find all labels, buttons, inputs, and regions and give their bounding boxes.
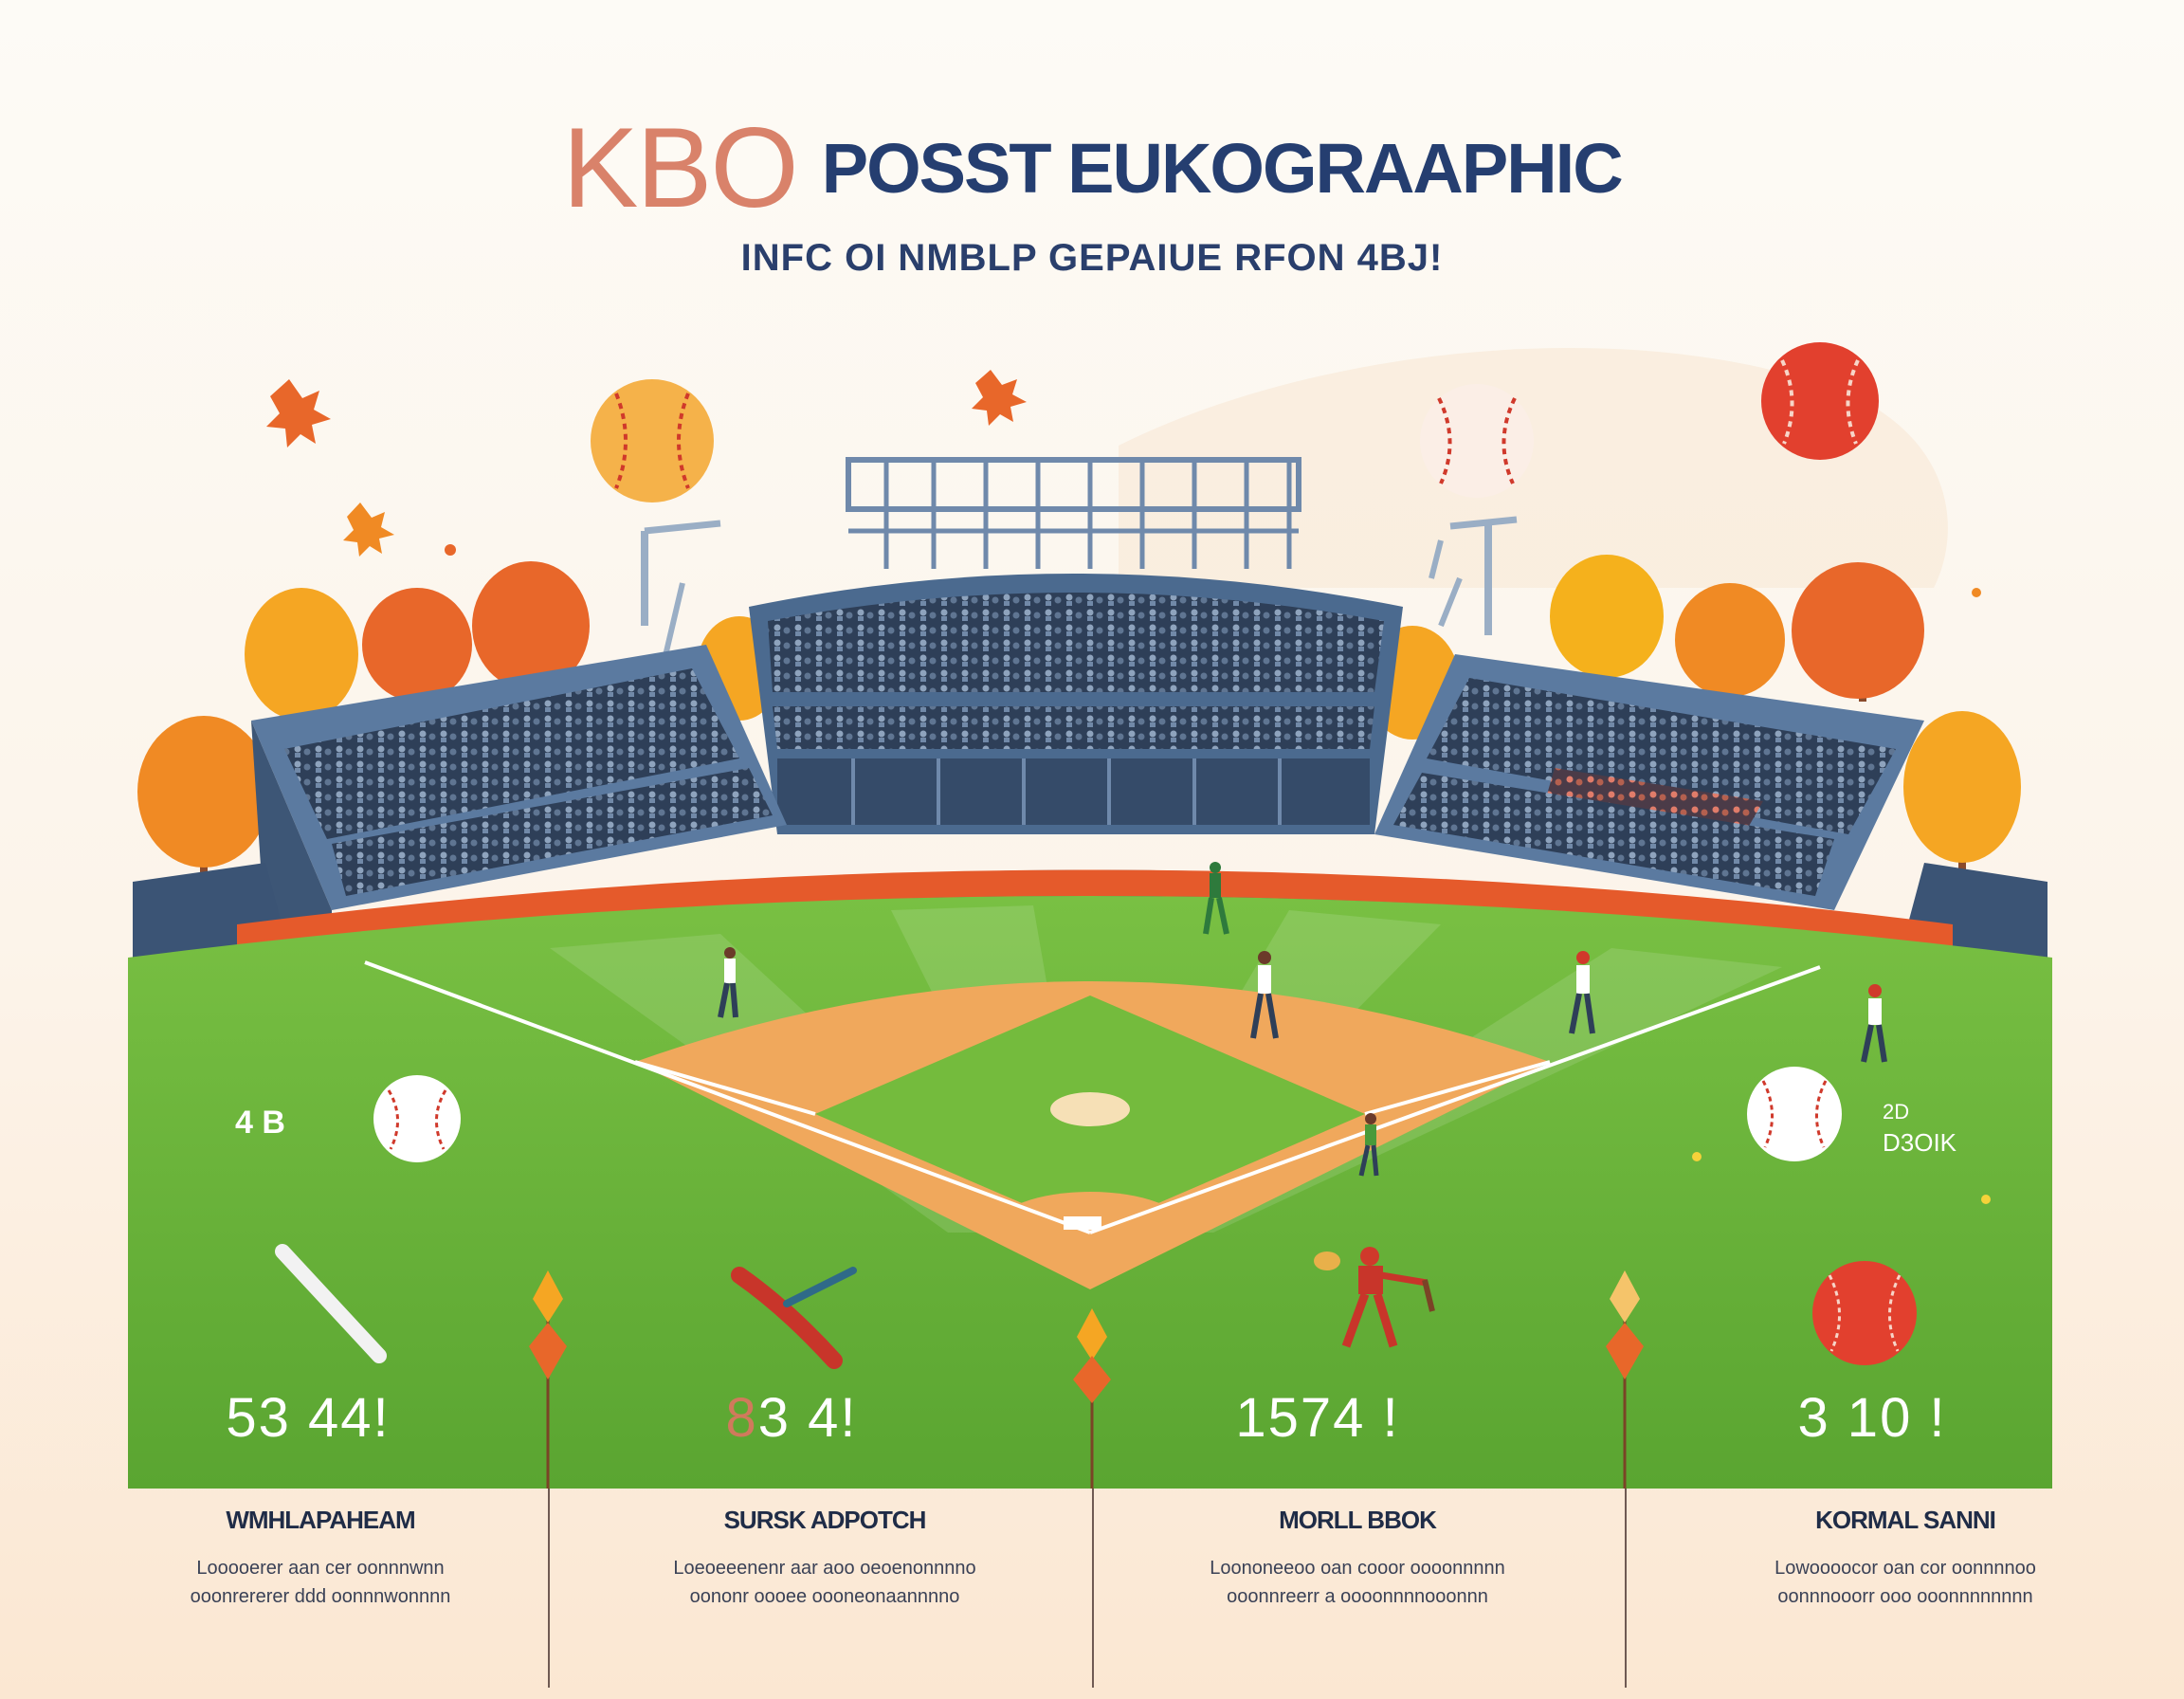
bat-icon — [731, 1267, 857, 1369]
foul-line-left — [364, 960, 1091, 1234]
side-stat-right-top: 2D — [1883, 1100, 1910, 1124]
tree-icon — [137, 716, 270, 882]
title-kbo: KBO — [562, 104, 798, 231]
column-divider — [1092, 1489, 1094, 1688]
info-title: KORMAL SANNI — [1815, 1506, 1996, 1534]
maple-leaf-icon — [343, 502, 394, 557]
info-title: WMHLAPAHEAM — [226, 1506, 415, 1534]
infographic-subtitle: INFC OI NMBLP GEPAIUE RFON 4BJ! — [740, 237, 1444, 279]
info-column-3: MORLL BBOK Loononeeoo oan cooor oooonnnn… — [1158, 1506, 1556, 1611]
light-tower-icon — [1429, 516, 1518, 635]
infographic-title: KBO POSST EUKOGRAAPHIC — [0, 102, 2184, 233]
player-icon — [1250, 951, 1279, 1039]
stadium-center-stand — [749, 574, 1403, 834]
pennant-icon — [1606, 1270, 1644, 1489]
baseball-icon — [1812, 1261, 1917, 1365]
side-stat-left: 4 B — [235, 1105, 285, 1141]
bat-icon — [275, 1244, 387, 1363]
pitchers-mound — [1050, 1092, 1130, 1126]
info-text-line: Lowoooocor oan cor oonnnnoo — [1774, 1558, 2036, 1579]
player-icon — [1861, 984, 1887, 1063]
info-column-4: KORMAL SANNI Lowoooocor oan cor oonnnnoo… — [1706, 1506, 2104, 1611]
baseball-icon — [373, 1075, 461, 1162]
tree-icon — [1792, 562, 1924, 702]
baseball-icon — [1761, 342, 1879, 460]
info-text-line: oonnnooorr ooo ooonnnnnnnn — [1777, 1586, 2033, 1607]
info-text-line: oononr oooee oooneonaannnno — [689, 1586, 960, 1607]
scoreboard-frame — [846, 457, 1301, 569]
maple-leaf-icon — [266, 379, 331, 448]
info-text-line: ooonnreerr a oooonnnnooonnn — [1227, 1586, 1488, 1607]
info-column-1: WMHLAPAHEAM Looooerer aan cer oonnnwnn o… — [121, 1506, 519, 1611]
infographic-header: KBO POSST EUKOGRAAPHIC INFC OI NMBLP GEPA… — [0, 0, 2184, 303]
stat-value-2: 83 4! — [649, 1386, 934, 1450]
tree-icon — [362, 588, 472, 702]
stat-value-4: 3 10 ! — [1797, 1387, 1947, 1449]
leaf-dot — [1972, 588, 1981, 597]
leaf-dot — [1981, 1195, 1991, 1204]
stadium-left-stand — [251, 645, 787, 939]
player-icon — [1569, 951, 1595, 1034]
baseball-icon — [1420, 384, 1534, 498]
tree-icon — [1903, 711, 2021, 872]
maple-leaf-icon — [972, 370, 1027, 426]
light-tower-icon — [641, 520, 721, 665]
info-text-line: Looooerer aan cer oonnnwnn — [196, 1558, 445, 1579]
background-cloud — [1119, 348, 1948, 588]
player-icon — [1203, 862, 1229, 935]
tree-row-right — [1550, 555, 2021, 872]
stat-value-3: 1574 ! — [1235, 1387, 1400, 1449]
info-title: SURSK ADPOTCH — [723, 1506, 927, 1534]
info-title: MORLL BBOK — [1279, 1506, 1437, 1534]
title-main: POSST EUKOGRAAPHIC — [821, 128, 1624, 208]
tree-icon — [1675, 583, 1785, 702]
column-divider — [548, 1489, 550, 1688]
column-divider — [1625, 1489, 1627, 1688]
stat-value-2-main: 3 4! — [757, 1387, 858, 1449]
leaf-dot — [1692, 1152, 1702, 1161]
tree-icon — [245, 588, 358, 721]
player-icon — [1358, 1113, 1379, 1177]
stat-value-1: 53 44! — [226, 1387, 391, 1449]
baseball-icon — [1747, 1067, 1842, 1161]
warning-track — [237, 869, 1953, 948]
info-text-line: ooonrererer ddd oonnnwonnnn — [190, 1586, 451, 1607]
info-column-2: SURSK ADPOTCH Loeoeeenenr aar aoo oeoeno… — [626, 1506, 1024, 1611]
pennant-icon — [1073, 1308, 1111, 1489]
batter-icon — [1314, 1247, 1435, 1348]
baseball-icon — [591, 379, 714, 502]
side-stat-right-bottom: D3OIK — [1883, 1128, 1957, 1157]
info-text-line: Loeoeeenenr aar aoo oeoenonnnno — [673, 1558, 976, 1579]
pennant-icon — [529, 1270, 567, 1489]
leaf-dot — [445, 544, 456, 556]
stat-value-2-accent: 8 — [725, 1387, 758, 1449]
foul-line-right — [1089, 965, 1821, 1234]
stadium-right-stand — [1374, 654, 1924, 910]
player-icon — [718, 947, 738, 1018]
info-text-line: Loononeeoo oan cooor oooonnnnn — [1210, 1558, 1505, 1579]
